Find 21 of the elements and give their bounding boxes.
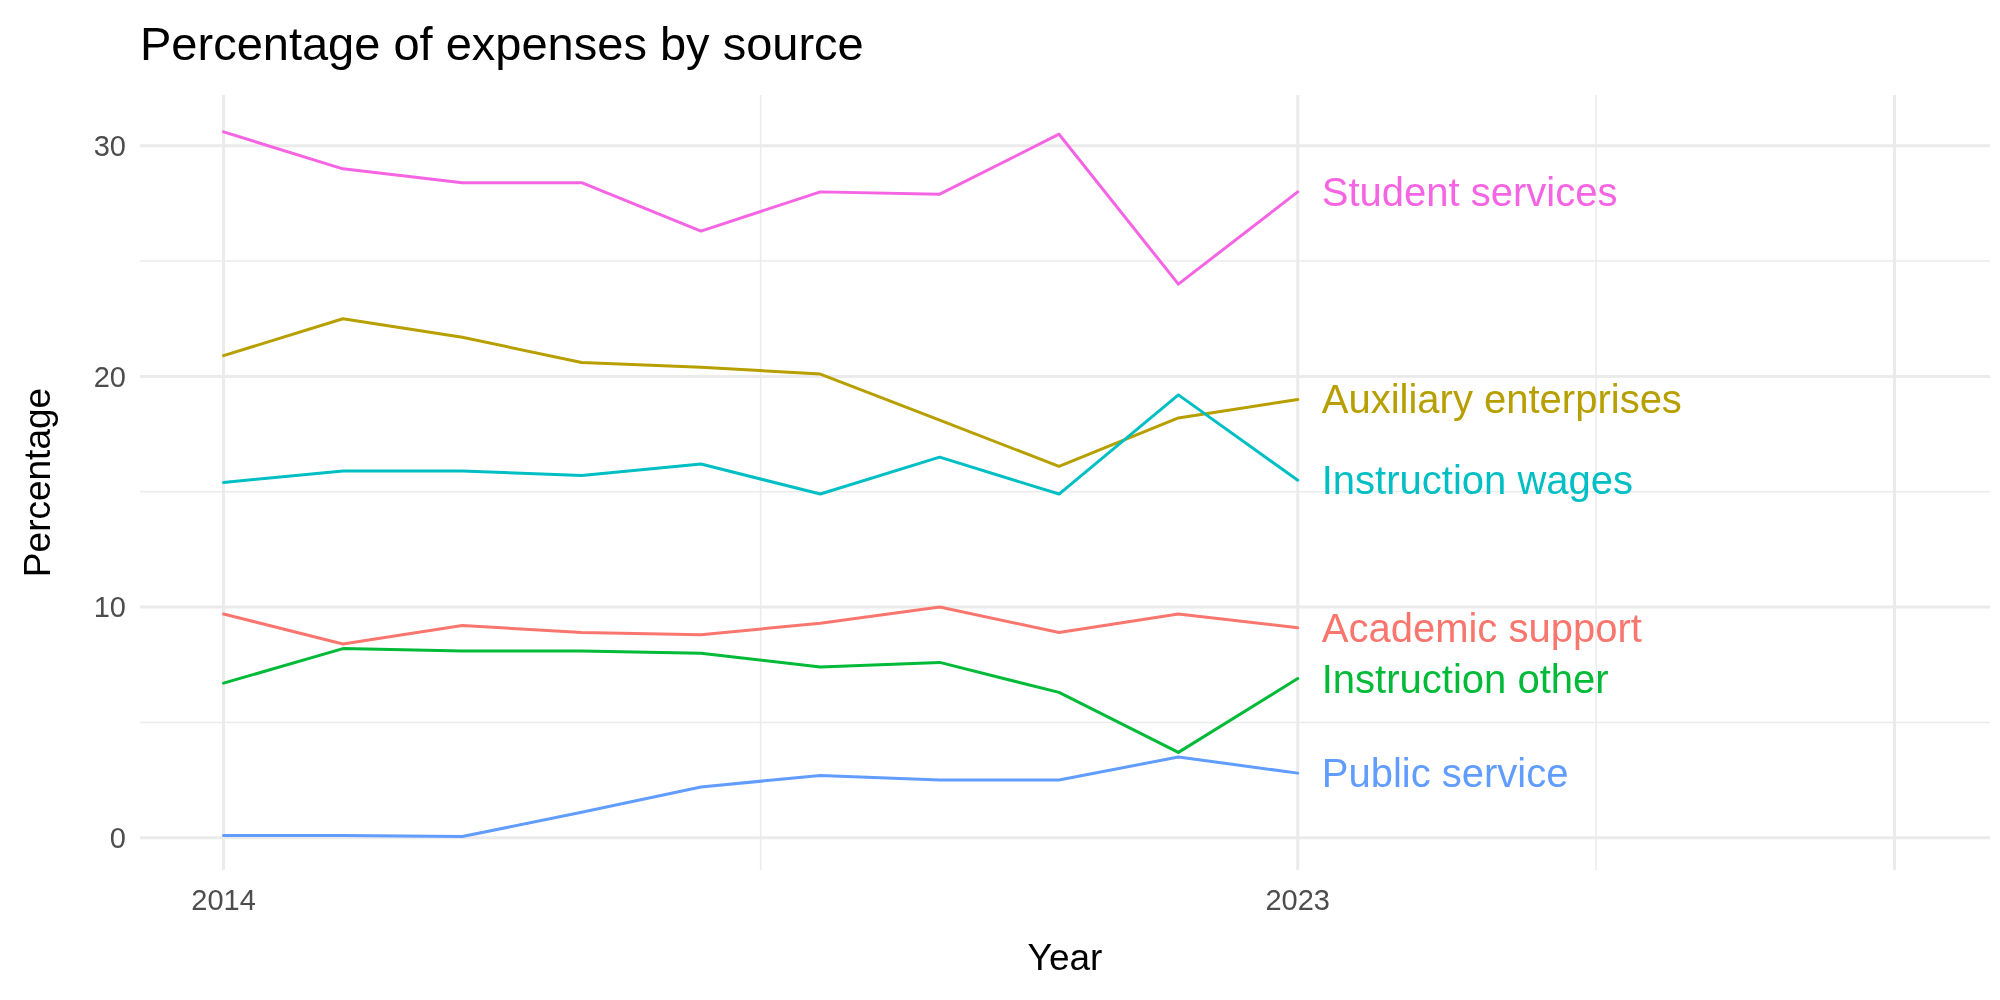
x-axis-title: Year — [1027, 937, 1103, 978]
y-tick-label: 10 — [93, 591, 126, 624]
line-series — [222, 393, 1300, 496]
line-series — [222, 130, 1300, 286]
line-series — [222, 605, 1300, 646]
series-label: Student services — [1321, 169, 1618, 214]
line-series — [222, 647, 1300, 754]
x-tick-label: 2014 — [191, 884, 256, 916]
series-label: Instruction wages — [1321, 458, 1634, 503]
y-axis-title: Percentage — [17, 387, 58, 578]
y-tick-label: 20 — [93, 360, 126, 393]
series-label: Instruction other — [1321, 656, 1609, 701]
x-tick-label: 2023 — [1265, 884, 1330, 916]
series-label: Public service — [1321, 751, 1569, 796]
y-tick-label: 0 — [109, 821, 126, 854]
chart-title: Percentage of expenses by source — [140, 17, 864, 70]
series-label: Auxiliary enterprises — [1321, 377, 1682, 422]
y-tick-label: 30 — [93, 129, 126, 162]
line-series — [222, 755, 1300, 839]
line-series — [222, 317, 1300, 468]
series-label: Academic support — [1321, 605, 1642, 650]
